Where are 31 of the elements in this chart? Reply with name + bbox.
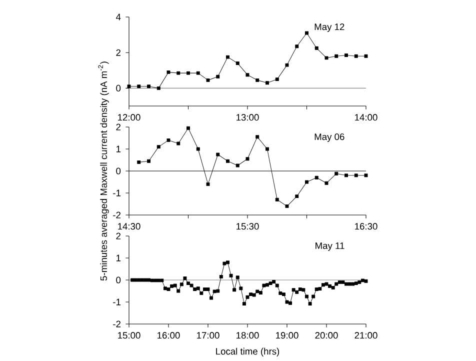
x-axis-title: Local time (hrs) <box>216 348 280 357</box>
y-tick-label: 1 <box>116 254 120 262</box>
y-tick-label: 0 <box>116 168 121 174</box>
x-tick-label: 15:30 <box>236 223 259 230</box>
y-tick-label: 2 <box>116 232 120 240</box>
x-tick-label: 20:00 <box>315 332 338 339</box>
x-tick-label: 15:00 <box>118 332 140 339</box>
annotation: May 12 <box>314 24 344 32</box>
x-tick-label: 14:00 <box>355 114 378 121</box>
y-axis-title: 5-minutes averaged Maxwell current density (nA m$^{-2}$) <box>98 62 109 281</box>
y-tick-label: 0 <box>116 276 121 284</box>
x-tick-label: 16:00 <box>158 332 180 339</box>
y-tick-label: 2 <box>116 49 120 56</box>
annotation: May 11 <box>316 242 344 251</box>
x-tick-label: 19:00 <box>276 332 298 339</box>
y-tick-label: -1 <box>113 298 120 306</box>
y-tick-label: -2 <box>113 320 120 328</box>
y-tick-label: -1 <box>113 190 120 196</box>
y-tick-label: 0 <box>116 84 121 92</box>
y-tick-label: 1 <box>116 146 120 152</box>
x-tick-label: 18:00 <box>236 332 259 339</box>
x-tick-label: 21:00 <box>354 332 378 339</box>
x-tick-label: 13:00 <box>236 114 259 121</box>
y-tick-label: 4 <box>116 14 121 20</box>
y-tick-label: -2 <box>113 212 120 218</box>
x-tick-label: 17:00 <box>197 332 220 339</box>
x-tick-label: 14:30 <box>118 223 140 230</box>
annotation: May 06 <box>314 134 344 142</box>
x-tick-label: 16:30 <box>355 223 378 230</box>
x-tick-label: 12:00 <box>118 114 140 121</box>
y-tick-label: 2 <box>116 124 120 130</box>
